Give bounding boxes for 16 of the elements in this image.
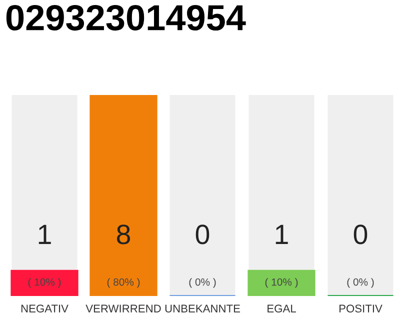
x-tick-label: EGAL	[268, 304, 296, 312]
data-label: 8	[116, 224, 130, 244]
annotation: ( 0% )	[347, 278, 374, 288]
annotation: ( 80% )	[107, 278, 140, 288]
annotation: ( 10% )	[265, 278, 298, 288]
data-label: 0	[354, 224, 368, 244]
chart-title: 029323014954	[6, 4, 246, 31]
annotation: ( 0% )	[189, 278, 216, 288]
x-tick-label: POSITIV	[339, 304, 382, 312]
data-label: 1	[276, 224, 288, 244]
x-tick-label: UNBEKANNTE	[165, 304, 240, 312]
annotation: ( 10% )	[28, 278, 61, 288]
data-label: 0	[196, 224, 210, 244]
x-tick-label: VERWIRREND	[86, 304, 161, 312]
x-tick-label: NEGATIV	[21, 304, 68, 312]
data-label: 1	[38, 224, 51, 244]
